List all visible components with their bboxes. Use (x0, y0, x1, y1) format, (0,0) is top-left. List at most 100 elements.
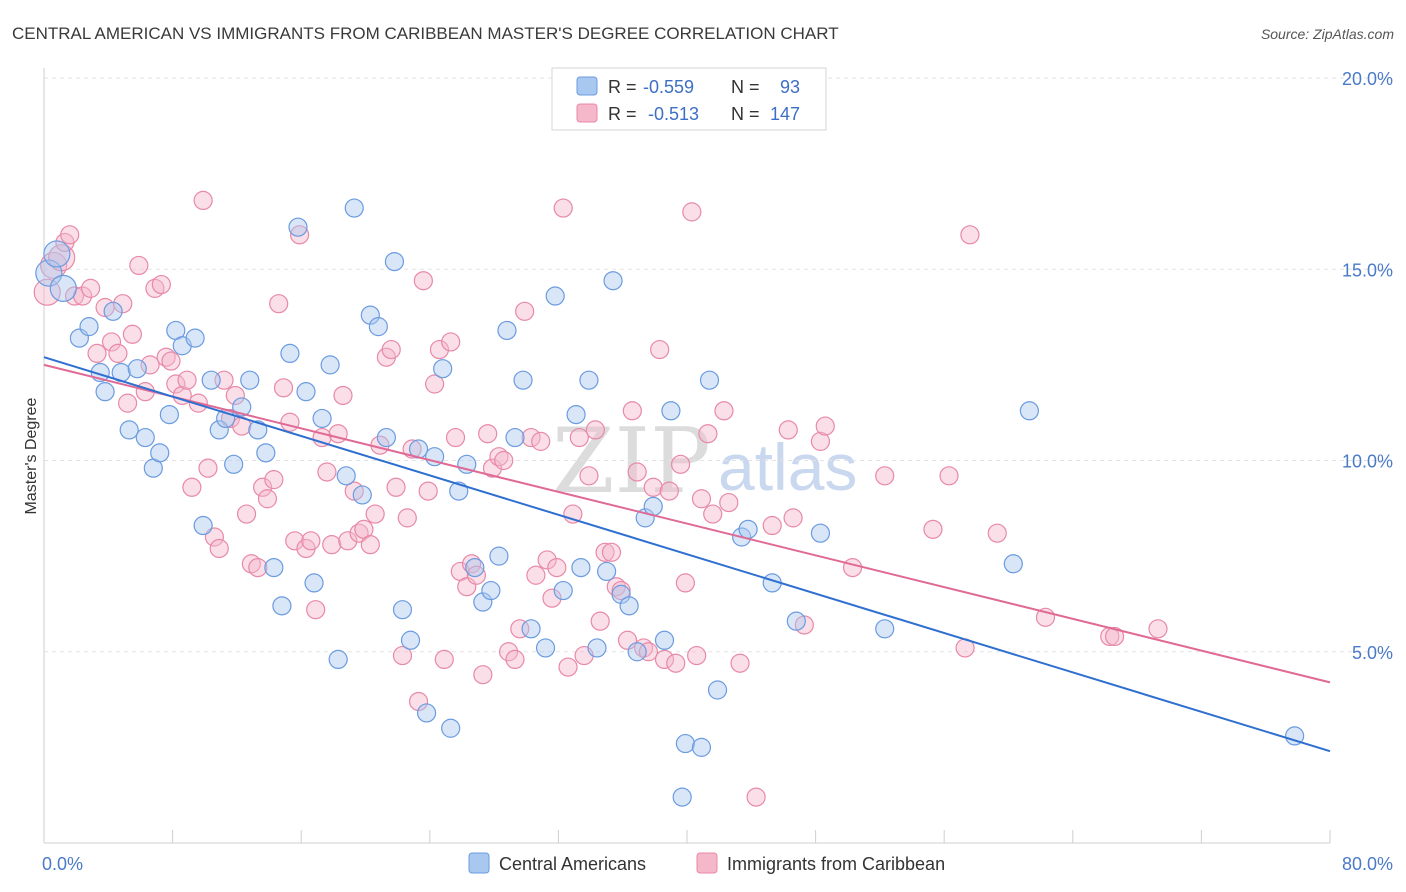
data-point (707, 680, 728, 700)
data-point (402, 439, 422, 459)
data-point (317, 462, 337, 482)
data-point (654, 649, 675, 670)
data-point (368, 317, 388, 337)
data-point (429, 339, 450, 360)
data-point (177, 370, 197, 390)
data-point (481, 580, 501, 601)
data-point (494, 450, 514, 471)
data-point (135, 427, 155, 448)
data-point (397, 508, 417, 528)
data-point (352, 485, 372, 505)
legend-r-value-pink: -0.513 (648, 104, 699, 124)
data-point (661, 401, 681, 421)
data-point (672, 787, 692, 807)
data-point (675, 733, 695, 754)
data-point (224, 454, 244, 474)
data-point (288, 217, 308, 237)
data-point (43, 240, 71, 268)
data-point (360, 535, 380, 555)
data-point (344, 198, 364, 218)
data-point (553, 580, 573, 601)
data-point (413, 271, 433, 291)
legend-r-value-blue: -0.559 (643, 77, 694, 97)
data-point (627, 642, 647, 662)
data-point (384, 252, 405, 272)
data-point (434, 649, 454, 670)
data-point (489, 546, 509, 566)
data-point (306, 600, 326, 620)
legend-r-label-blue: R = (608, 77, 637, 97)
data-point (579, 370, 599, 390)
data-point (585, 420, 605, 440)
data-point (127, 359, 147, 379)
data-point (670, 454, 691, 474)
y-tick-labels: 5.0% 10.0% 15.0% 20.0% (1342, 69, 1393, 663)
data-point (320, 355, 340, 375)
legend-n-value-pink: 147 (770, 104, 800, 124)
y-tick-label: 5.0% (1352, 643, 1393, 663)
data-point (762, 515, 782, 536)
data-point (553, 198, 573, 218)
data-point (416, 703, 437, 723)
data-point (719, 492, 739, 513)
data-point (119, 420, 139, 440)
data-point (445, 427, 466, 448)
trend-line-caribbean (43, 363, 1331, 684)
data-point (400, 630, 421, 650)
series-caribbean-points (33, 190, 1168, 807)
x-tick-label-start: 0.0% (42, 854, 83, 874)
data-point (166, 374, 186, 394)
grid-lines (44, 77, 1390, 653)
data-point (264, 470, 284, 490)
data-point (587, 638, 607, 658)
data-point (304, 573, 324, 593)
data-point (103, 301, 123, 321)
data-point (392, 645, 413, 666)
data-point (482, 458, 503, 478)
data-point (601, 542, 622, 562)
data-point (627, 462, 647, 482)
data-point (590, 611, 610, 631)
data-point (465, 557, 485, 578)
data-point (113, 294, 133, 314)
data-point (654, 630, 675, 650)
data-point (547, 557, 567, 578)
data-point (531, 431, 551, 451)
legend-n-label-blue: N = (731, 77, 760, 97)
data-point (786, 611, 806, 631)
data-point (505, 427, 525, 448)
data-point (558, 657, 578, 677)
trend-line-central-american (43, 356, 1331, 753)
data-point (161, 351, 181, 371)
data-point (466, 565, 487, 585)
data-point (433, 359, 453, 379)
data-point (473, 665, 493, 685)
data-point (108, 343, 128, 363)
data-point (622, 401, 642, 421)
data-point (333, 385, 353, 406)
data-point (209, 538, 229, 559)
data-point (232, 397, 252, 417)
data-point (1019, 401, 1039, 421)
data-point (521, 619, 541, 639)
y-axis-label: Master's Degree (23, 397, 40, 514)
data-point (392, 600, 413, 620)
data-point (81, 278, 101, 298)
data-point (365, 504, 385, 524)
trend-lines (43, 356, 1331, 753)
data-point (272, 596, 292, 616)
series-legend: Central Americans Immigrants from Caribb… (468, 852, 945, 874)
data-point (209, 420, 229, 440)
data-point (441, 718, 461, 738)
series-legend-swatch-blue (468, 852, 490, 874)
data-point (783, 508, 803, 528)
data-point (603, 271, 623, 291)
data-point (289, 225, 310, 245)
y-tick-label: 20.0% (1342, 69, 1393, 89)
data-point (510, 619, 530, 639)
data-point (746, 787, 766, 807)
data-point (198, 458, 218, 478)
data-point (521, 427, 541, 448)
data-point (122, 324, 143, 344)
data-point (64, 286, 85, 306)
